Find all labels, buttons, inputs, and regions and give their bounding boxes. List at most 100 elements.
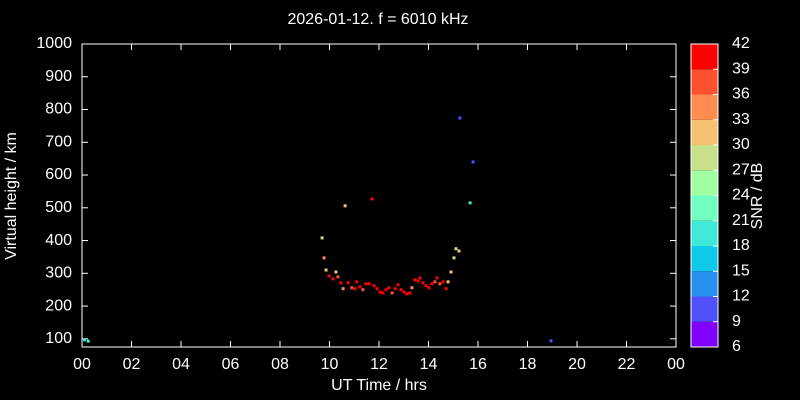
x-tick-label: 14 xyxy=(420,356,438,373)
point xyxy=(468,201,472,205)
colorbar-tick-label: 36 xyxy=(732,86,750,103)
point xyxy=(435,276,439,280)
point xyxy=(361,288,365,292)
colorbar-tick-label: 27 xyxy=(732,161,750,178)
point xyxy=(454,247,458,251)
point xyxy=(433,280,437,284)
point xyxy=(458,116,462,120)
x-tick-label: 18 xyxy=(519,356,537,373)
point xyxy=(449,270,453,274)
point xyxy=(372,284,376,288)
y-tick-label: 700 xyxy=(45,133,72,150)
point xyxy=(370,197,374,201)
point xyxy=(416,279,420,283)
point xyxy=(387,286,391,290)
x-tick-label: 20 xyxy=(568,356,586,373)
point xyxy=(549,339,553,343)
point xyxy=(471,160,475,164)
point xyxy=(405,292,409,296)
point xyxy=(320,236,324,240)
colorbar-segment xyxy=(691,44,718,70)
colorbar-tick-label: 33 xyxy=(732,111,750,128)
x-tick-label: 22 xyxy=(618,356,636,373)
colorbar-tick-label: 21 xyxy=(732,212,750,229)
x-tick-label: 08 xyxy=(271,356,289,373)
point xyxy=(341,287,345,291)
colorbar-segment xyxy=(691,271,718,297)
point xyxy=(444,287,448,291)
point xyxy=(375,287,379,291)
point xyxy=(408,291,412,295)
y-tick-label: 600 xyxy=(45,166,72,183)
point xyxy=(322,256,326,260)
point xyxy=(441,280,445,284)
point xyxy=(334,270,338,274)
y-tick-label: 400 xyxy=(45,232,72,249)
y-tick-label: 200 xyxy=(45,297,72,314)
point xyxy=(396,283,400,287)
point xyxy=(327,274,331,278)
x-tick-label: 06 xyxy=(222,356,240,373)
point xyxy=(378,290,382,294)
colorbar-segment xyxy=(691,145,718,171)
colorbar-segment xyxy=(691,119,718,145)
colorbar-tick-label: 18 xyxy=(732,237,750,254)
colorbar-tick-label: 24 xyxy=(732,187,750,204)
y-tick-label: 500 xyxy=(45,199,72,216)
colorbar-tick-label: 42 xyxy=(732,35,750,52)
point xyxy=(367,282,371,286)
x-tick-label: 00 xyxy=(667,356,685,373)
y-tick-label: 300 xyxy=(45,265,72,282)
x-tick-label: 00 xyxy=(73,356,91,373)
point xyxy=(399,288,403,292)
point xyxy=(331,277,335,281)
point xyxy=(410,286,414,290)
colorbar-segment xyxy=(691,69,718,95)
colorbar-tick-label: 12 xyxy=(732,288,750,305)
point xyxy=(413,278,417,282)
point xyxy=(418,276,422,280)
colorbar-segment xyxy=(691,195,718,221)
point xyxy=(381,291,385,295)
point xyxy=(430,282,434,286)
colorbar-segment xyxy=(691,246,718,272)
y-axis-label: Virtual height / km xyxy=(3,132,20,260)
chart-title: 2026-01-12. f = 6010 kHz xyxy=(287,11,468,28)
y-tick-label: 800 xyxy=(45,101,72,118)
colorbar-segment xyxy=(691,94,718,120)
colorbar-label: SNR / dB xyxy=(749,163,766,230)
colorbar-tick-label: 39 xyxy=(732,60,750,77)
x-axis-label: UT Time / hrs xyxy=(331,377,427,394)
point xyxy=(324,268,328,272)
point xyxy=(343,204,347,208)
point xyxy=(384,288,388,292)
y-tick-label: 1000 xyxy=(36,35,72,52)
colorbar-segment xyxy=(691,220,718,246)
plot-frame xyxy=(81,43,677,348)
colorbar-tick-label: 15 xyxy=(732,262,750,279)
point xyxy=(393,287,397,291)
point xyxy=(438,282,442,286)
point xyxy=(457,249,461,253)
x-tick-label: 10 xyxy=(321,356,339,373)
point xyxy=(355,280,359,284)
point xyxy=(424,284,428,288)
point xyxy=(350,286,354,290)
point xyxy=(358,285,362,289)
y-tick-label: 100 xyxy=(45,330,72,347)
point xyxy=(353,287,357,291)
colorbar-segment xyxy=(691,296,718,322)
point xyxy=(364,282,368,286)
point xyxy=(339,281,343,285)
x-tick-label: 16 xyxy=(469,356,487,373)
point xyxy=(421,281,425,285)
point xyxy=(86,339,90,343)
y-tick-label: 900 xyxy=(45,68,72,85)
colorbar-tick-label: 30 xyxy=(732,136,750,153)
point xyxy=(452,256,456,260)
point xyxy=(82,338,86,342)
point xyxy=(402,290,406,294)
